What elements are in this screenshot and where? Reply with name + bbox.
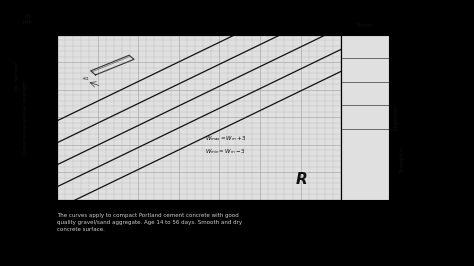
Text: Dispersion: Dispersion [393,104,398,130]
Text: The curves apply to compact Portland cement concrete with good
quality gravel/sa: The curves apply to compact Portland cem… [57,213,242,232]
Text: $W_{max} = W_m + 3$: $W_{max} = W_m + 3$ [205,134,246,143]
Y-axis label: Cube compressive strength: Cube compressive strength [23,79,28,155]
Text: N/mm²: N/mm² [356,23,374,28]
Text: R: R [296,172,307,187]
Text: Strength/s: Strength/s [400,147,404,172]
X-axis label: Hammer rebound    R: Hammer rebound R [165,211,233,217]
Text: kN/
mm²: kN/ mm² [23,14,34,25]
Text: W  N/mm²: W N/mm² [14,62,20,90]
Text: $W_{min} = W_m - 3$: $W_{min} = W_m - 3$ [205,147,246,156]
